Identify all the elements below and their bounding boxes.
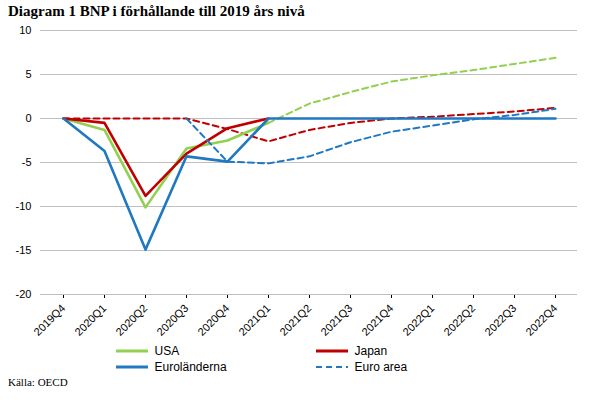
svg-text:-5: -5 — [22, 156, 32, 168]
html-text:Euro area: Euro area — [354, 360, 408, 374]
svg-text:2022Q2: 2022Q2 — [441, 302, 477, 338]
svg-text:-20: -20 — [16, 288, 32, 300]
svg-text:2020Q2: 2020Q2 — [113, 302, 149, 338]
svg-text:2020Q1: 2020Q1 — [72, 302, 108, 338]
html-text:Källa: OECD: Källa: OECD — [8, 376, 68, 388]
svg-text:2022Q3: 2022Q3 — [482, 302, 518, 338]
svg-text:5: 5 — [25, 68, 31, 80]
html-text:USA: USA — [154, 344, 180, 358]
svg-text:2021Q3: 2021Q3 — [318, 302, 354, 338]
html-text:Japan: Japan — [354, 344, 388, 358]
svg-text:2021Q2: 2021Q2 — [277, 302, 313, 338]
html-text:Euroländerna: Euroländerna — [154, 360, 227, 374]
svg-text:2020Q4: 2020Q4 — [195, 302, 231, 338]
svg-text:-15: -15 — [16, 244, 32, 256]
svg-text:2021Q4: 2021Q4 — [359, 302, 395, 338]
svg-text:2022Q4: 2022Q4 — [523, 302, 559, 338]
svg-text:2021Q1: 2021Q1 — [236, 302, 272, 338]
svg-text:-10: -10 — [16, 200, 32, 212]
html-text:Diagram 1 BNP i förhållande ti: Diagram 1 BNP i förhållande till 2019 år… — [8, 3, 305, 19]
svg-text:2022Q1: 2022Q1 — [400, 302, 436, 338]
svg-text:10: 10 — [19, 24, 31, 36]
svg-text:2020Q3: 2020Q3 — [154, 302, 190, 338]
svg-text:0: 0 — [25, 112, 31, 124]
svg-text:2019Q4: 2019Q4 — [31, 302, 67, 338]
